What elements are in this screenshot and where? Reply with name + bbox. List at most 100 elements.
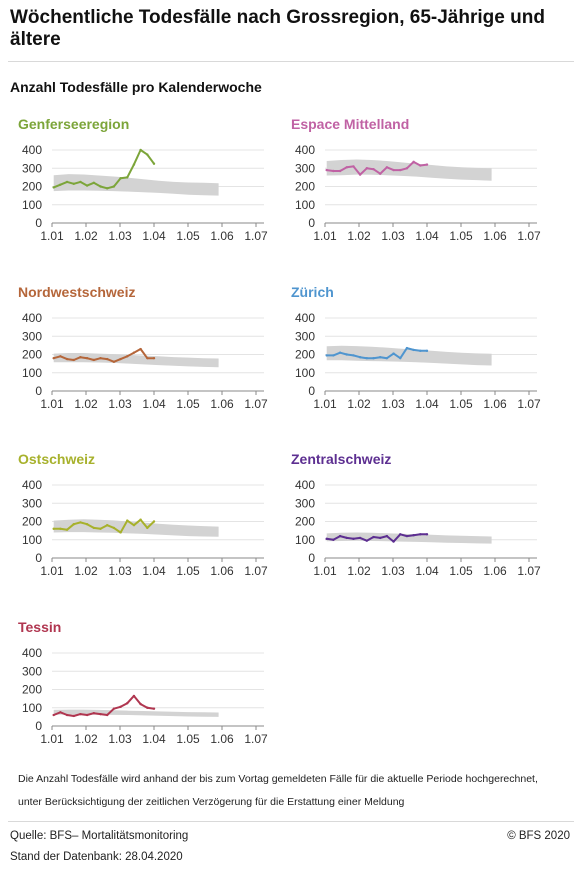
data-point <box>59 527 62 530</box>
data-point <box>425 349 429 353</box>
series-line <box>52 518 155 534</box>
data-point <box>85 713 89 717</box>
data-point <box>412 533 415 537</box>
expected-range-band <box>326 159 492 181</box>
data-point <box>378 172 382 175</box>
data-point <box>59 355 62 358</box>
y-tick-label: 0 <box>35 216 42 230</box>
x-tick-label: 1.01 <box>40 732 64 746</box>
panel-espace-mittelland: Espace Mittelland 0 100 200 300 400 1.01 1.02 1… <box>283 116 553 266</box>
x-tick-label: 1.01 <box>40 564 64 578</box>
y-tick-label: 200 <box>22 515 42 529</box>
data-point <box>358 356 362 359</box>
data-point <box>392 540 395 543</box>
x-tick-label: 1.05 <box>449 229 473 243</box>
series-line <box>325 160 428 176</box>
data-point <box>372 167 375 171</box>
y-tick-label: 100 <box>295 198 315 212</box>
data-point <box>92 526 96 530</box>
data-point <box>92 712 96 715</box>
data-point <box>425 163 429 166</box>
x-tick-label: 1.05 <box>176 732 200 746</box>
x-tick-label: 1.04 <box>415 397 439 411</box>
y-tick-label: 200 <box>295 515 315 529</box>
data-point <box>392 352 395 355</box>
source-text: Quelle: BFS– Mortalitätsmonitoring <box>10 830 189 842</box>
data-point <box>132 694 136 698</box>
x-tick-label: 1.06 <box>483 564 507 578</box>
y-tick-label: 0 <box>35 719 42 733</box>
data-point <box>152 162 156 165</box>
data-point <box>152 356 156 360</box>
data-point <box>352 354 355 357</box>
data-point <box>105 523 109 527</box>
data-point <box>146 706 149 709</box>
y-tick-label: 400 <box>22 646 42 660</box>
data-point <box>325 354 328 357</box>
data-point <box>372 356 375 360</box>
y-tick-label: 0 <box>308 216 315 230</box>
x-tick-label: 1.04 <box>142 564 166 578</box>
x-tick-label: 1.01 <box>40 397 64 411</box>
data-point <box>338 534 342 538</box>
x-tick-label: 1.07 <box>517 229 541 243</box>
y-tick-label: 300 <box>295 496 315 510</box>
y-tick-label: 300 <box>22 161 42 175</box>
chart-title: Wöchentliche Todesfälle nach Grossregion… <box>10 7 545 50</box>
x-tick-label: 1.06 <box>483 397 507 411</box>
data-point <box>365 356 369 360</box>
x-tick-label: 1.03 <box>381 229 405 243</box>
data-point <box>146 526 149 530</box>
data-point <box>132 523 136 527</box>
line-chart: 0 100 200 300 400 1.01 1.02 1.03 1.04 1.05 1.06 1.0… <box>22 646 268 746</box>
data-point <box>119 177 122 180</box>
data-point <box>372 535 375 539</box>
line-chart: 0 100 200 300 400 1.01 1.02 1.03 1.04 1.05 1.06 1.0… <box>295 311 541 411</box>
data-point <box>352 165 355 168</box>
data-point <box>119 705 122 709</box>
x-tick-label: 1.05 <box>176 229 200 243</box>
x-tick-label: 1.04 <box>415 564 439 578</box>
series-line <box>325 533 428 543</box>
x-tick-label: 1.07 <box>244 229 268 243</box>
line-chart: 0 100 200 300 400 1.01 1.02 1.03 1.04 1.05 1.06 1.0… <box>22 311 268 411</box>
data-point <box>139 148 142 152</box>
x-tick-label: 1.03 <box>381 397 405 411</box>
x-tick-label: 1.05 <box>176 564 200 578</box>
data-point <box>338 169 342 173</box>
x-tick-label: 1.02 <box>74 732 98 746</box>
data-point <box>65 528 69 531</box>
panel-title: Genferseeregion <box>18 116 130 132</box>
y-tick-label: 200 <box>22 180 42 194</box>
x-tick-label: 1.06 <box>210 564 234 578</box>
data-point <box>392 168 395 172</box>
data-point <box>385 166 389 169</box>
data-point <box>146 356 149 360</box>
x-tick-label: 1.07 <box>517 397 541 411</box>
title-divider <box>8 61 574 62</box>
x-tick-label: 1.01 <box>313 397 337 411</box>
y-tick-label: 300 <box>295 161 315 175</box>
data-point <box>52 186 55 189</box>
data-point <box>79 712 82 716</box>
panel-title: Nordwestschweiz <box>18 284 136 300</box>
data-point <box>352 537 355 541</box>
x-tick-label: 1.05 <box>176 397 200 411</box>
footer-divider <box>8 821 574 822</box>
y-tick-label: 0 <box>308 551 315 565</box>
line-chart: 0 100 200 300 400 1.01 1.02 1.03 1.04 1.05 1.06 1.0… <box>22 478 268 578</box>
y-tick-label: 200 <box>295 348 315 362</box>
x-tick-label: 1.06 <box>483 229 507 243</box>
data-point <box>152 520 156 523</box>
x-tick-label: 1.05 <box>449 397 473 411</box>
x-tick-label: 1.04 <box>142 229 166 243</box>
x-tick-label: 1.07 <box>244 732 268 746</box>
y-tick-label: 100 <box>295 533 315 547</box>
data-point <box>79 356 82 359</box>
panel-title: Espace Mittelland <box>291 116 410 132</box>
data-point <box>52 356 55 360</box>
data-point <box>345 166 348 169</box>
panel-zentralschweiz: Zentralschweiz 0 100 200 300 400 1.01 1.02 1.03… <box>283 451 553 601</box>
data-point <box>412 348 415 352</box>
data-point <box>112 185 116 188</box>
